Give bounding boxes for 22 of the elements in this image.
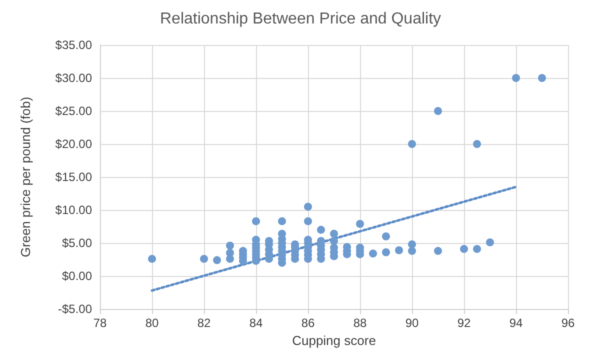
x-tick-label: 88 xyxy=(353,316,367,330)
x-tick-label: 78 xyxy=(93,316,107,330)
x-axis-title: Cupping score xyxy=(292,332,376,348)
y-axis-title: Green price per pound (fob) xyxy=(18,96,33,258)
y-tick-label: $30.00 xyxy=(55,71,92,85)
y-tick-label: $5.00 xyxy=(62,236,92,250)
x-tick-label: 96 xyxy=(561,316,575,330)
x-tick-label: 80 xyxy=(145,316,159,330)
x-tick-label: 86 xyxy=(301,316,315,330)
y-tick-label: $20.00 xyxy=(55,137,92,151)
y-tick-label: -$5.00 xyxy=(58,302,92,316)
y-tick-label: $15.00 xyxy=(55,170,92,184)
x-tick-label: 90 xyxy=(405,316,419,330)
x-tick-label: 82 xyxy=(197,316,211,330)
y-tick-label: $0.00 xyxy=(62,269,92,283)
chart-title: Relationship Between Price and Quality xyxy=(160,10,442,28)
x-tick-label: 94 xyxy=(509,316,523,330)
y-tick-label: $35.00 xyxy=(55,38,92,52)
x-tick-label: 92 xyxy=(457,316,471,330)
y-tick-label: $25.00 xyxy=(55,104,92,118)
x-tick-label: 84 xyxy=(249,316,263,330)
y-tick-label: $10.00 xyxy=(55,203,92,217)
